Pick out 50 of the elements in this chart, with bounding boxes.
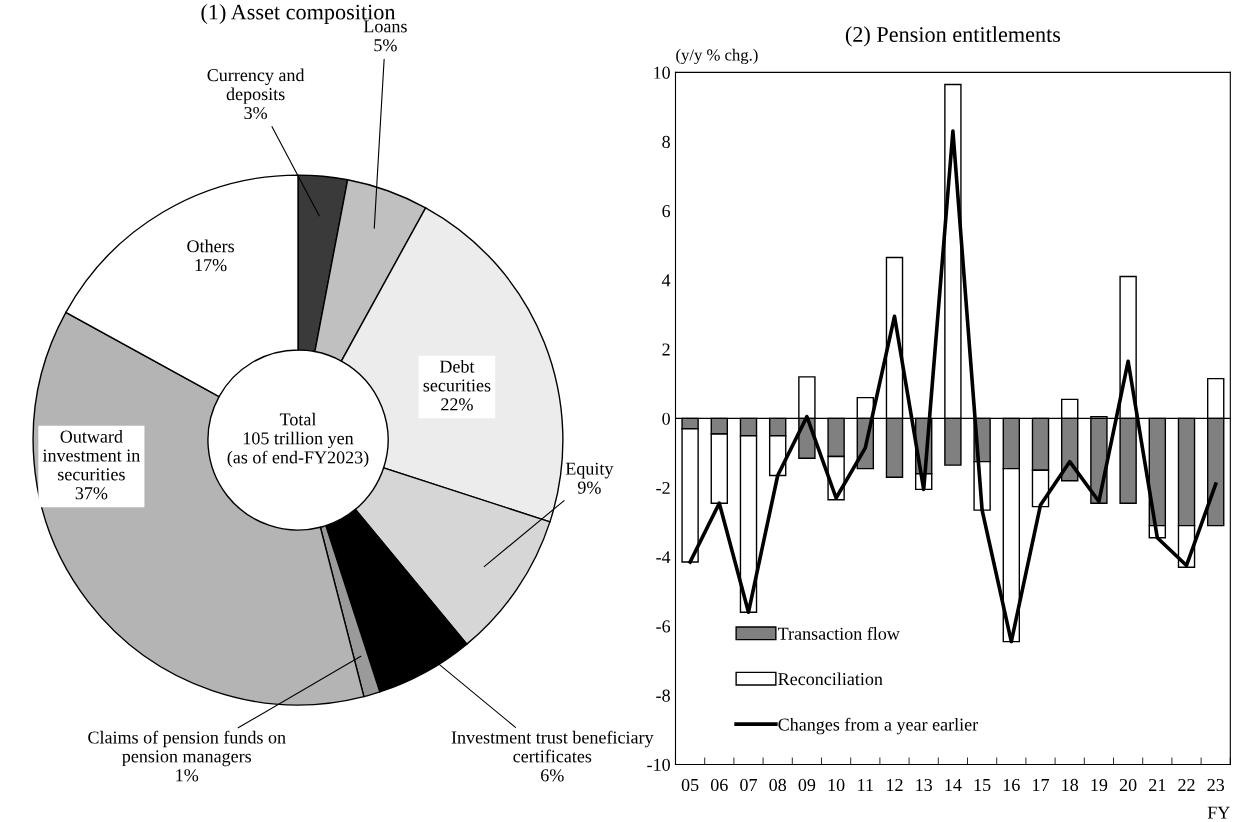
data-label: 6%: [541, 769, 564, 782]
slice-label: Others: [187, 239, 234, 253]
x-tick-label: 22: [1178, 778, 1195, 791]
y-tick-label: -8: [656, 689, 670, 702]
x-tick-label: 06: [710, 778, 728, 792]
x-tick-label: 05: [681, 778, 699, 792]
x-tick-label: 10: [828, 778, 845, 792]
data-label: 22%: [441, 398, 473, 411]
data-label: 1%: [176, 769, 199, 782]
y-tick-label: -6: [656, 620, 671, 633]
data-label: 17%: [195, 259, 227, 272]
slice-label: Equity: [565, 462, 614, 479]
y-tick-label: 10: [654, 66, 670, 79]
x-tick-label: 21: [1149, 778, 1166, 791]
legend-label: Changes from a year earlier: [778, 717, 979, 735]
y-tick-label: 8: [662, 135, 670, 148]
x-tick-label: 13: [916, 778, 933, 792]
x-tick-label: 19: [1091, 778, 1108, 792]
slice-label: Currency and deposits: [207, 68, 305, 104]
y-tick-label: 4: [661, 274, 671, 287]
x-tick-label: 08: [769, 778, 787, 792]
data-label: 3%: [244, 106, 268, 120]
x-tick-label: 12: [887, 778, 903, 791]
y-tick-label: 0: [662, 412, 670, 425]
y-tick-label: 6: [662, 205, 671, 218]
x-tick-label: 16: [1003, 778, 1020, 792]
x-tick-label: 07: [740, 778, 757, 792]
data-label: 37%: [75, 487, 108, 500]
x-tick-label: 18: [1062, 778, 1079, 792]
x-tick-label: 14: [945, 778, 962, 791]
chart-title: (2) Pension entitlements: [845, 26, 1061, 47]
y-axis-title: (y/y % chg.): [676, 48, 758, 65]
y-tick-label: 2: [662, 343, 670, 356]
x-tick-label: 11: [858, 778, 873, 791]
x-tick-label: 17: [1033, 778, 1050, 791]
legend-label: Reconciliation: [778, 672, 883, 686]
y-tick-label: -2: [656, 481, 670, 494]
x-tick-label: 23: [1207, 778, 1225, 792]
slice-label: Outward investment in securities: [42, 429, 141, 481]
text: Total 105 trillion yen (as of end-FY2023): [227, 412, 369, 468]
slice-label: Claims of pension funds on pension managers: [88, 730, 286, 767]
x-tick-label: 20: [1119, 778, 1137, 792]
legend-label: Transaction flow: [777, 626, 900, 640]
x-tick-label: 15: [974, 778, 991, 792]
slice-label: Debt securities: [423, 359, 491, 392]
x-tick-label: 09: [798, 778, 816, 792]
x-axis-title: FY: [1207, 806, 1230, 819]
data-label: 5%: [374, 39, 397, 52]
y-tick-label: -4: [656, 551, 671, 564]
data-label: 9%: [577, 481, 601, 494]
